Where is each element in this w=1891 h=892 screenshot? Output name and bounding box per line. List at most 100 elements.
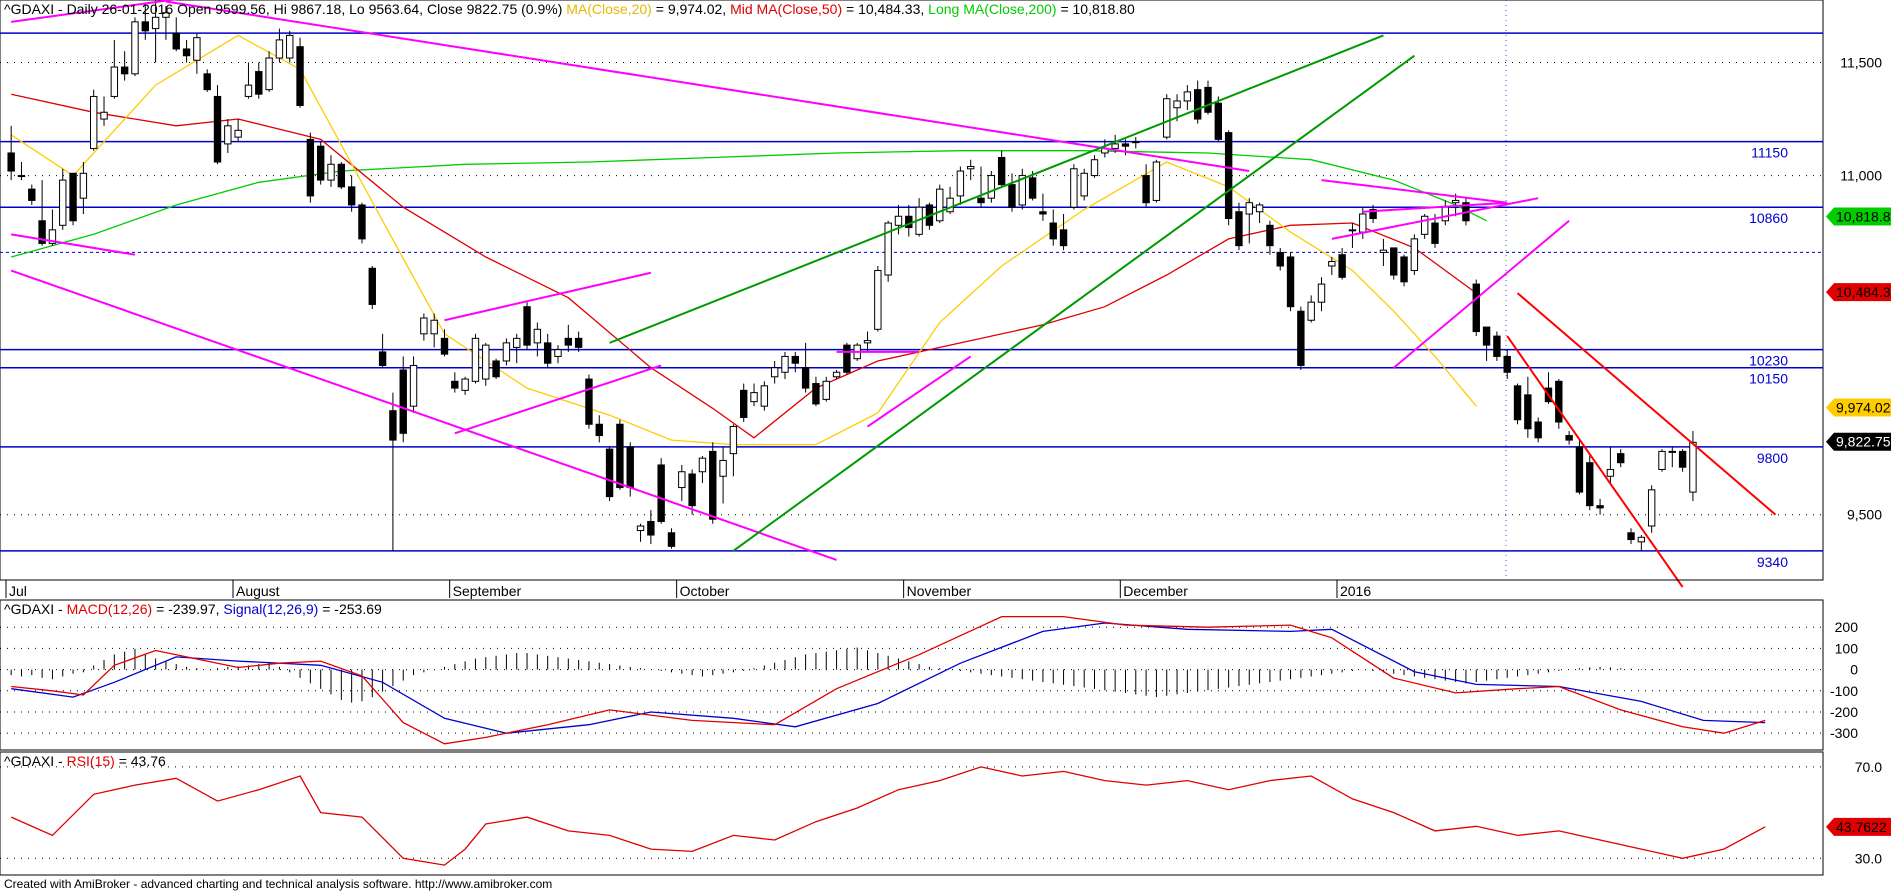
candle-body [193,37,201,61]
rsi-tick-label: 30.0 [1855,850,1882,866]
candle-body [585,378,593,425]
candle-body [90,95,98,149]
macd-axis: 200 100 0 -100 -200 -300 [1830,619,1858,741]
candle-body [1668,450,1676,453]
candle-body [1276,251,1284,267]
candle-body [719,459,727,477]
candle-body [1183,91,1192,102]
candle-body [244,84,253,97]
rsi-pane: 70.0 30.0 43.7622 ^GDAXI - RSI(15) = 43.7… [0,751,1891,876]
last-value-box [1826,432,1891,451]
candle-body [1627,532,1635,541]
candle-body [327,163,335,181]
macd-pane-frame [0,599,1824,751]
price-levels: 11150 10860 10230 10150 9800 9340 [0,32,1823,570]
candle-body [1596,505,1604,509]
candle-body [709,450,717,520]
rsi-value: = 43.76 [119,753,166,769]
candle-body [1586,462,1594,507]
candle-body [502,342,511,362]
trendline [10,269,837,561]
candle-body [1121,143,1130,147]
candle-body [378,351,387,366]
candle-body [812,383,820,405]
rsi-pane-frame [0,751,1824,876]
date-tick-label: Jul [9,583,27,599]
rsi-last-value-text: 43.7622 [1836,819,1887,835]
candle-body [729,426,738,455]
last-value-box [1826,207,1891,226]
header-symbol: ^GDAXI - Daily 26-01-2016 [4,1,173,17]
ma200-line [11,150,1487,258]
candle-body [59,179,67,226]
trendlines [10,0,1777,588]
level-label: 10230 [1749,353,1788,369]
candle-body [420,317,428,335]
candle-body [1513,385,1522,421]
candle-body [1451,199,1460,204]
candle-body [636,525,645,532]
candle-body [1297,310,1305,366]
candle-body [79,172,88,199]
rsi-label: RSI(15) [67,753,115,769]
candle-body [28,188,36,201]
candle-body [1658,450,1666,470]
header-ma20-label: MA(Close,20) [566,1,652,17]
candle-body [1008,184,1016,208]
candle-body [1390,247,1398,276]
candle-body [1059,229,1068,247]
trendline [1516,292,1777,516]
date-axis: Jul August September October November Decembe… [0,579,1823,599]
candle-body [678,471,686,489]
trendline [866,355,972,428]
candle-body [1214,102,1223,140]
candle-body [1359,213,1367,233]
trendline [1506,335,1684,588]
candle-body [1049,222,1057,240]
candle-body [1400,256,1408,283]
candle-body [1431,222,1439,244]
candle-body [667,532,676,547]
signal-value: = -253.69 [322,601,382,617]
price-tick-label: 11,000 [1840,168,1882,184]
candle-body [389,410,397,441]
candle-body [564,337,573,346]
candle-body [306,138,315,197]
candle-body [1224,132,1233,220]
last-value-boxes: 10,818.8 10,484.3 9,974.02 9,822.75 [1826,207,1891,451]
macd-tick-label: -100 [1830,683,1858,699]
candle-body [1204,86,1212,113]
candle-body [1565,435,1573,441]
signal-label: Signal(12,26,9) [223,601,318,617]
candle-body [1266,224,1274,247]
macd-line [11,615,1766,745]
candle-body [1524,394,1532,430]
candle-body [110,66,119,97]
macd-prefix: ^GDAXI - [4,601,67,617]
trendline [444,271,652,322]
candle-body [1482,326,1491,346]
candle-body [451,380,459,389]
candle-body [120,66,129,75]
candle-body [1637,536,1646,543]
trendline [1362,201,1508,213]
candle-body [1534,421,1542,439]
date-tick-label: August [236,583,280,599]
candle-body [1142,175,1150,204]
level-label: 11150 [1751,145,1788,161]
macd-header: ^GDAXI - MACD(12,26) = -239.97, Signal(1… [4,601,382,617]
candle-body [554,349,562,357]
macd-lines [11,615,1766,745]
candle-body [1286,256,1295,308]
candle-body [1348,229,1357,232]
candle-body [822,380,830,400]
candle-body [1503,355,1511,373]
level-label: 10150 [1749,371,1788,387]
trendline [1321,179,1508,204]
macd-tick-label: -300 [1830,725,1858,741]
candle-body [626,446,634,489]
rsi-tick-label: 70.0 [1855,759,1882,775]
footer-credit: Created with AmiBroker - advanced charti… [4,877,552,891]
candle-body [1338,254,1346,278]
